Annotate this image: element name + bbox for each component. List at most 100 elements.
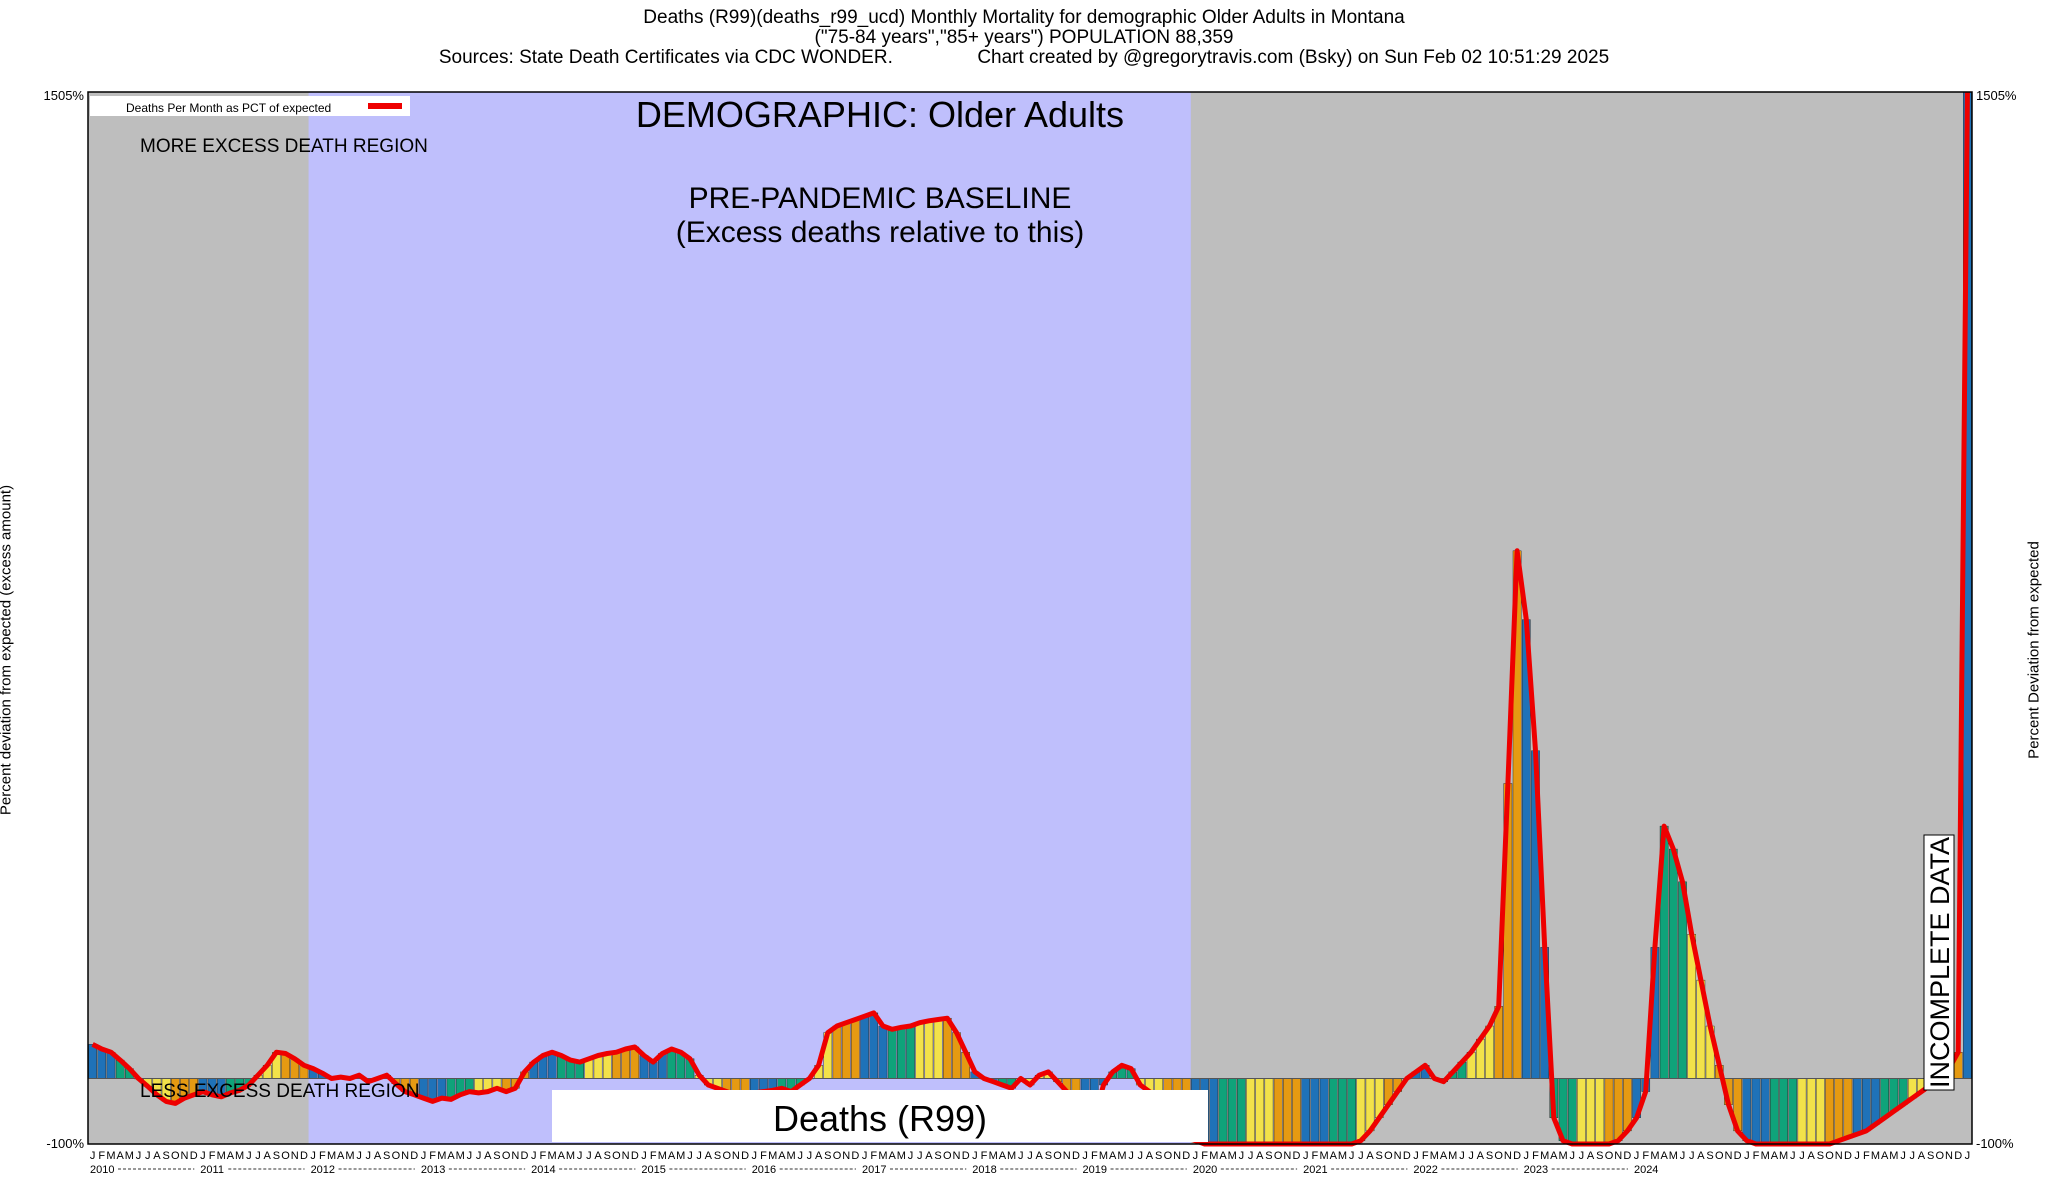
month-tick-label: J: [1634, 1150, 1640, 1162]
bar: [1356, 1078, 1366, 1141]
legend-box: [90, 96, 410, 116]
month-tick-label: A: [1366, 1150, 1374, 1162]
bar: [1742, 1078, 1752, 1141]
month-tick-label: N: [1283, 1150, 1291, 1162]
month-tick-label: M: [437, 1150, 446, 1162]
month-tick-label: J: [531, 1150, 537, 1162]
month-tick-label: N: [401, 1150, 409, 1162]
month-tick-label: A: [1440, 1150, 1448, 1162]
year-tick-label: 2019: [1083, 1164, 1107, 1176]
bar: [1237, 1078, 1246, 1145]
month-tick-label: A: [1109, 1150, 1117, 1162]
month-tick-label: N: [1063, 1150, 1071, 1162]
month-tick-label: J: [1900, 1150, 1906, 1162]
month-tick-label: D: [1954, 1150, 1962, 1162]
bar: [1338, 1078, 1347, 1145]
month-tick-label: J: [145, 1150, 151, 1162]
year-tick-label: 2021: [1303, 1164, 1327, 1176]
bar: [1218, 1078, 1228, 1145]
month-tick-label: A: [999, 1150, 1007, 1162]
month-tick-label: J: [1138, 1150, 1144, 1162]
month-tick-label: F: [1863, 1150, 1870, 1162]
bar: [1788, 1078, 1798, 1145]
bar: [1246, 1078, 1255, 1145]
month-tick-label: A: [1477, 1150, 1485, 1162]
series-caption-box: [552, 1090, 1208, 1142]
bar: [832, 1025, 842, 1079]
bar: [602, 1053, 612, 1079]
baseline-sublabel: (Excess deaths relative to this): [676, 216, 1085, 249]
bar: [933, 1019, 943, 1079]
month-tick-label: F: [650, 1150, 657, 1162]
header-line-1: Deaths (R99)(deaths_r99_ucd) Monthly Mor…: [643, 7, 1405, 28]
month-tick-label: M: [456, 1150, 465, 1162]
year-tick-label: 2023: [1524, 1164, 1548, 1176]
year-tick-label: 2011: [200, 1164, 224, 1176]
month-tick-label: A: [1771, 1150, 1779, 1162]
bar: [612, 1052, 621, 1079]
year-tick-label: 2024: [1634, 1164, 1658, 1176]
month-tick-label: F: [1422, 1150, 1429, 1162]
month-tick-label: A: [337, 1150, 345, 1162]
month-tick-label: M: [1889, 1150, 1898, 1162]
month-tick-label: S: [1706, 1150, 1713, 1162]
bar: [1319, 1078, 1329, 1145]
month-tick-label: A: [925, 1150, 933, 1162]
month-tick-label: O: [281, 1150, 290, 1162]
month-tick-label: M: [548, 1150, 557, 1162]
month-tick-label: A: [374, 1150, 382, 1162]
bar: [88, 1044, 97, 1079]
month-tick-label: O: [1274, 1150, 1283, 1162]
month-tick-label: J: [1680, 1150, 1686, 1162]
year-tick-label: 2020: [1193, 1164, 1217, 1176]
bar: [1301, 1078, 1311, 1145]
month-tick-label: J: [476, 1150, 482, 1162]
month-tick-label: M: [235, 1150, 244, 1162]
month-tick-label: A: [153, 1150, 161, 1162]
bar: [621, 1048, 630, 1079]
month-tick-label: M: [1117, 1150, 1126, 1162]
month-tick-label: M: [1540, 1150, 1549, 1162]
bar: [1770, 1078, 1779, 1145]
month-tick-label: A: [116, 1150, 124, 1162]
month-tick-label: N: [1504, 1150, 1512, 1162]
bar: [1834, 1078, 1844, 1141]
bar: [924, 1020, 934, 1079]
month-tick-label: F: [1201, 1150, 1208, 1162]
month-tick-label: J: [1082, 1150, 1088, 1162]
month-tick-label: F: [760, 1150, 767, 1162]
month-tick-label: J: [1193, 1150, 1199, 1162]
more-region-label: MORE EXCESS DEATH REGION: [140, 136, 428, 157]
month-tick-label: J: [862, 1150, 868, 1162]
month-tick-label: J: [1569, 1150, 1575, 1162]
bar: [860, 1015, 869, 1079]
month-tick-label: F: [98, 1150, 105, 1162]
month-tick-label: A: [815, 1150, 823, 1162]
month-tick-label: O: [392, 1150, 401, 1162]
header-line-2: ("75-84 years","85+ years") POPULATION 8…: [814, 27, 1234, 48]
bar: [1209, 1078, 1219, 1145]
month-tick-label: J: [797, 1150, 803, 1162]
month-tick-label: M: [768, 1150, 777, 1162]
bar: [1751, 1078, 1761, 1145]
bar: [1825, 1078, 1834, 1145]
month-tick-label: M: [1320, 1150, 1329, 1162]
month-tick-label: D: [410, 1150, 418, 1162]
bar: [97, 1048, 107, 1079]
bar: [1816, 1078, 1825, 1145]
month-tick-label: J: [1239, 1150, 1245, 1162]
series-caption: Deaths (R99): [773, 1098, 987, 1139]
month-tick-label: J: [687, 1150, 693, 1162]
baseline-label: PRE-PANDEMIC BASELINE: [689, 182, 1072, 215]
bar: [1283, 1078, 1292, 1145]
bar: [1604, 1078, 1614, 1145]
bar: [841, 1022, 851, 1079]
month-tick-label: J: [1910, 1150, 1916, 1162]
month-tick-label: J: [1468, 1150, 1474, 1162]
month-tick-label: D: [1072, 1150, 1080, 1162]
month-tick-label: S: [1596, 1150, 1603, 1162]
month-tick-label: N: [1945, 1150, 1953, 1162]
month-tick-label: M: [566, 1150, 575, 1162]
month-tick-label: J: [1358, 1150, 1364, 1162]
